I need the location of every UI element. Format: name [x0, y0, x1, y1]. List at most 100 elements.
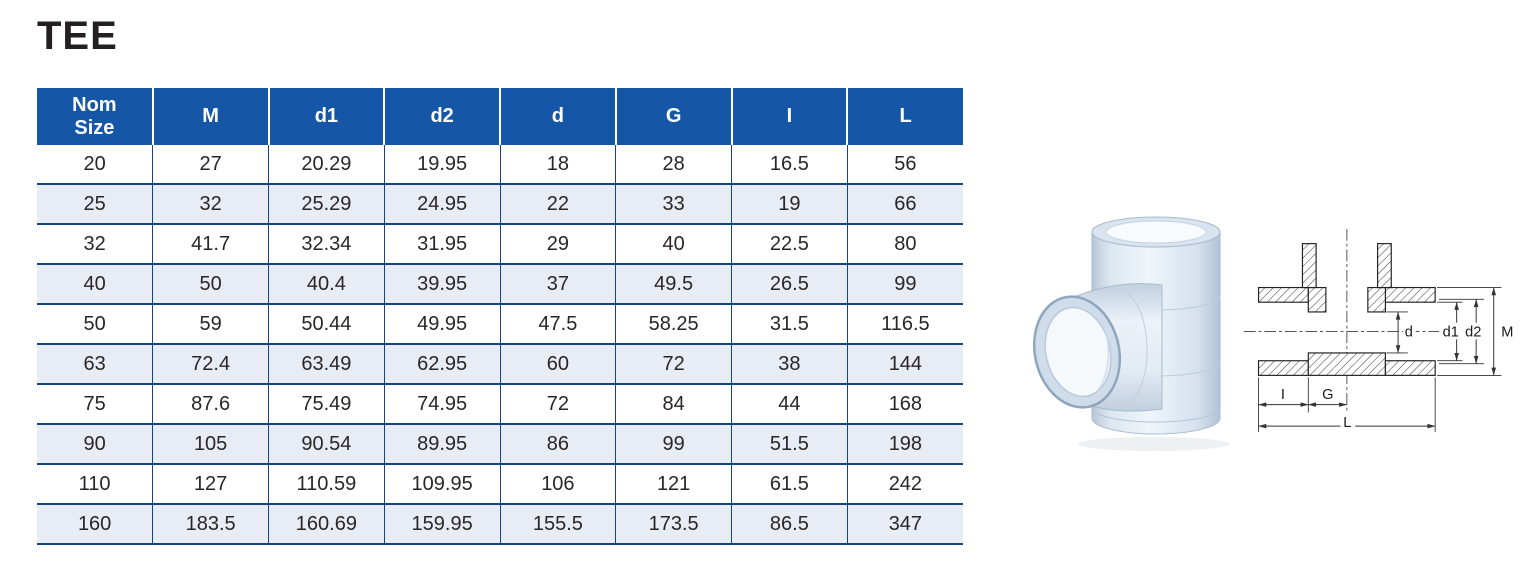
table-cell: 27 — [152, 145, 269, 185]
table-cell: 61.5 — [731, 464, 848, 505]
table-cell: 75 — [37, 384, 153, 425]
product-photo-tee — [1032, 194, 1240, 460]
table-cell: 31.95 — [383, 224, 500, 265]
table-cell: 159.95 — [383, 504, 500, 545]
tee-section-drawing: d d1 d2 M — [1243, 228, 1513, 432]
table-cell: 40 — [615, 224, 732, 265]
column-header-d1: d1 — [267, 88, 385, 145]
table-cell: 109.95 — [383, 464, 500, 505]
table-cell: 242 — [846, 464, 963, 505]
table-cell: 22 — [499, 184, 616, 225]
table-cell: 33 — [615, 184, 732, 225]
table-cell: 183.5 — [152, 504, 269, 545]
table-cell: 25 — [37, 184, 153, 225]
photo-shadow — [1078, 437, 1230, 451]
table-cell: 116.5 — [846, 304, 963, 345]
table-cell: 39.95 — [383, 264, 500, 305]
table-cell: 87.6 — [152, 384, 269, 425]
table-cell: 198 — [846, 424, 963, 465]
table-cell: 44 — [731, 384, 848, 425]
dim-label-i: I — [1281, 387, 1285, 403]
table-row: 75 87.6 75.49 74.95 72 84 44 168 — [37, 384, 963, 425]
table-cell: 168 — [846, 384, 963, 425]
table-body: 20 27 20.29 19.95 18 28 16.5 56 25 32 25.29 24.95 22… — [37, 145, 963, 545]
dim-label-m: M — [1501, 324, 1513, 340]
dim-label-d: d — [1405, 324, 1413, 340]
table-cell: 20 — [37, 145, 153, 185]
table-cell: 26.5 — [731, 264, 848, 305]
table-cell: 24.95 — [383, 184, 500, 225]
table-cell: 37 — [499, 264, 616, 305]
table-cell: 80 — [846, 224, 963, 265]
table-cell: 90.54 — [268, 424, 385, 465]
table-cell: 84 — [615, 384, 732, 425]
table-row: 25 32 25.29 24.95 22 33 19 66 — [37, 184, 963, 225]
table-cell: 74.95 — [383, 384, 500, 425]
table-cell: 40.4 — [268, 264, 385, 305]
dim-m — [1437, 287, 1502, 376]
table-cell: 75.49 — [268, 384, 385, 425]
tee-section-walls — [1257, 243, 1436, 376]
table-cell: 106 — [499, 464, 616, 505]
dim-label-g: G — [1322, 387, 1333, 403]
table-cell: 41.7 — [152, 224, 269, 265]
table-cell: 110 — [37, 464, 153, 505]
table-cell: 18 — [499, 145, 616, 185]
table-cell: 160.69 — [268, 504, 385, 545]
table-cell: 47.5 — [499, 304, 616, 345]
column-header-d2: d2 — [383, 88, 500, 145]
table-cell: 50.44 — [268, 304, 385, 345]
table-cell: 31.5 — [731, 304, 848, 345]
column-header-nom-size: Nom Size — [37, 88, 153, 145]
table-cell: 32 — [152, 184, 269, 225]
dim-label-d1: d1 — [1443, 324, 1459, 340]
table-cell: 63.49 — [268, 344, 385, 385]
table-cell: 173.5 — [615, 504, 732, 545]
table-cell: 86 — [499, 424, 616, 465]
table-cell: 20.29 — [268, 145, 385, 185]
tee-top-opening-bore — [1105, 220, 1207, 244]
table-row: 20 27 20.29 19.95 18 28 16.5 56 — [37, 145, 963, 185]
table-cell: 50 — [37, 304, 153, 345]
table-cell: 86.5 — [731, 504, 848, 545]
table-cell: 16.5 — [731, 145, 848, 185]
table-cell: 49.95 — [383, 304, 500, 345]
table-cell: 40 — [37, 264, 153, 305]
table-cell: 99 — [615, 424, 732, 465]
table-cell: 144 — [846, 344, 963, 385]
table-cell: 51.5 — [731, 424, 848, 465]
table-row: 160 183.5 160.69 159.95 155.5 173.5 86.5 347 — [37, 504, 963, 545]
table-cell: 58.25 — [615, 304, 732, 345]
table-row: 90 105 90.54 89.95 86 99 51.5 198 — [37, 424, 963, 465]
column-header-i: I — [730, 88, 848, 145]
tee-photo-graphic — [1032, 216, 1230, 451]
table-cell: 121 — [615, 464, 732, 505]
column-header-g: G — [614, 88, 732, 145]
table-cell: 347 — [846, 504, 963, 545]
table-cell: 50 — [152, 264, 269, 305]
table-cell: 59 — [152, 304, 269, 345]
table-cell: 90 — [37, 424, 153, 465]
table-cell: 62.95 — [383, 344, 500, 385]
table-cell: 19 — [731, 184, 848, 225]
dim-label-l: L — [1343, 415, 1351, 431]
table-cell: 127 — [152, 464, 269, 505]
table-cell: 66 — [846, 184, 963, 225]
table-cell: 60 — [499, 344, 616, 385]
table-cell: 22.5 — [731, 224, 848, 265]
table-row: 40 50 40.4 39.95 37 49.5 26.5 99 — [37, 264, 963, 305]
table-cell: 72.4 — [152, 344, 269, 385]
table-cell: 155.5 — [499, 504, 616, 545]
table-row: 50 59 50.44 49.95 47.5 58.25 31.5 116.5 — [37, 304, 963, 345]
table-cell: 32.34 — [268, 224, 385, 265]
table-cell: 105 — [152, 424, 269, 465]
table-row: 110 127 110.59 109.95 106 121 61.5 242 — [37, 464, 963, 505]
table-cell: 72 — [615, 344, 732, 385]
dim-d — [1386, 311, 1408, 354]
column-header-l: L — [846, 88, 963, 145]
table-cell: 38 — [731, 344, 848, 385]
